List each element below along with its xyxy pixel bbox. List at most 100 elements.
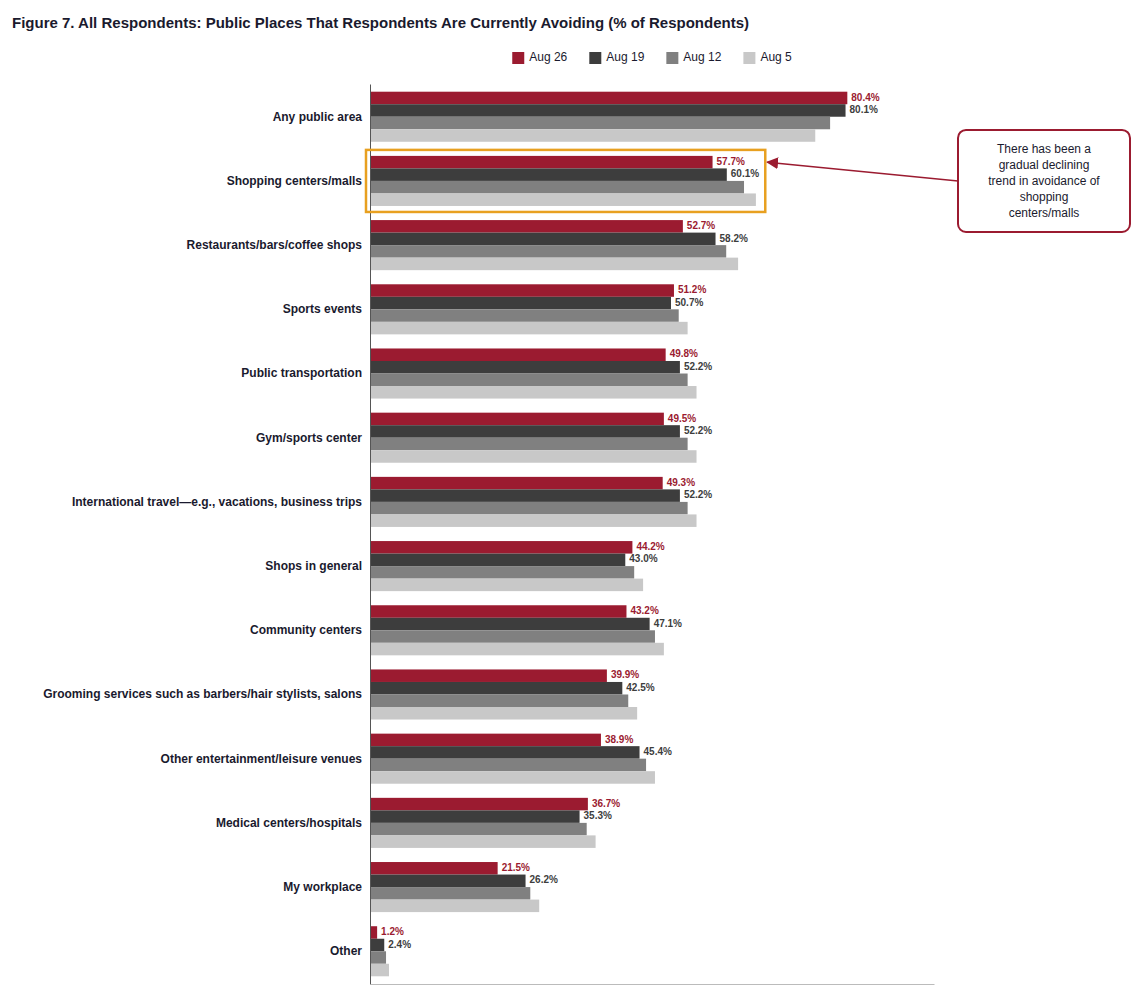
bar	[370, 322, 688, 335]
callout-text-line: There has been a	[997, 142, 1091, 156]
data-label: 26.2%	[530, 874, 558, 885]
bar	[370, 284, 674, 297]
bar	[370, 514, 697, 527]
y-axis: Any public area Shopping centers/malls Res…	[43, 85, 370, 985]
bar	[370, 386, 697, 399]
data-label: 52.2%	[684, 489, 712, 500]
x-axis-line	[371, 984, 935, 985]
bar	[370, 939, 384, 952]
y-tick-label: Public transportation	[241, 366, 362, 380]
bar	[370, 643, 664, 656]
bar	[370, 220, 683, 233]
y-tick: Public transportation	[241, 366, 370, 380]
bar	[370, 618, 650, 631]
y-tick: Shops in general	[265, 559, 370, 573]
bar	[370, 168, 727, 181]
bar	[370, 374, 688, 387]
bars	[370, 92, 847, 977]
data-label: 39.9%	[611, 669, 639, 680]
bar	[370, 771, 655, 784]
bar	[370, 798, 588, 811]
data-label: 49.3%	[667, 477, 695, 488]
y-tick-label: Community centers	[250, 623, 362, 637]
y-axis-line	[370, 85, 371, 985]
legend-label: Aug 5	[760, 50, 792, 64]
y-tick-label: Shopping centers/malls	[227, 174, 363, 188]
bar	[370, 862, 498, 875]
bar	[370, 92, 847, 105]
legend-swatch	[666, 52, 678, 64]
legend-item: Aug 12	[666, 50, 721, 64]
callout-text: There has been agradual decliningtrend i…	[988, 142, 1100, 220]
bar	[370, 810, 580, 823]
data-label: 43.0%	[629, 553, 657, 564]
legend-swatch	[512, 52, 524, 64]
y-tick-label: Any public area	[273, 110, 363, 124]
legend: Aug 26Aug 19Aug 12Aug 5	[512, 50, 792, 64]
y-tick: My workplace	[283, 880, 370, 894]
bar	[370, 554, 625, 567]
bar	[370, 129, 815, 142]
bar	[370, 734, 601, 747]
data-label: 47.1%	[654, 618, 682, 629]
data-label: 1.2%	[381, 926, 404, 937]
y-tick-label: My workplace	[283, 880, 362, 894]
bar	[370, 605, 626, 618]
y-tick: Gym/sports center	[256, 431, 370, 445]
bar	[370, 759, 646, 772]
bar	[370, 541, 632, 554]
legend-item: Aug 5	[743, 50, 792, 64]
data-label: 21.5%	[502, 862, 530, 873]
data-label: 42.5%	[626, 682, 654, 693]
bar	[370, 361, 680, 374]
data-label: 45.4%	[644, 746, 672, 757]
bar	[370, 682, 622, 695]
callout-arrow	[767, 162, 958, 181]
y-tick-label: Grooming services such as barbers/hair s…	[43, 687, 362, 701]
y-tick-label: Shops in general	[265, 559, 362, 573]
bar	[370, 117, 830, 130]
data-label: 2.4%	[388, 939, 411, 950]
bar	[370, 964, 389, 977]
y-tick: Other entertainment/leisure venues	[161, 752, 370, 766]
data-label: 58.2%	[720, 233, 748, 244]
bar	[370, 309, 679, 322]
data-label: 57.7%	[717, 156, 745, 167]
y-tick: International travel—e.g., vacations, bu…	[72, 495, 370, 509]
bar	[370, 746, 640, 759]
y-tick: Sports events	[283, 302, 370, 316]
data-label: 80.1%	[850, 104, 878, 115]
data-label: 36.7%	[592, 798, 620, 809]
y-tick-label: Medical centers/hospitals	[216, 816, 362, 830]
data-label: 38.9%	[605, 734, 633, 745]
data-label: 80.4%	[851, 92, 879, 103]
callout-box	[958, 130, 1130, 232]
bar	[370, 438, 688, 451]
plot-area: 80.4%57.7%52.7%51.2%49.8%49.5%49.3%44.2%…	[43, 85, 934, 985]
bar	[370, 694, 628, 707]
data-labels: 80.4%57.7%52.7%51.2%49.8%49.5%49.3%44.2%…	[381, 92, 880, 950]
data-label: 49.5%	[668, 413, 696, 424]
bar	[370, 630, 655, 643]
bar	[370, 875, 526, 888]
data-label: 52.2%	[684, 425, 712, 436]
bar	[370, 669, 607, 682]
legend-swatch	[743, 52, 755, 64]
data-label: 35.3%	[584, 810, 612, 821]
y-tick: Medical centers/hospitals	[216, 816, 370, 830]
data-label: 49.8%	[670, 348, 698, 359]
bar-series	[370, 92, 847, 939]
bar	[370, 245, 726, 258]
bar-series	[370, 117, 830, 964]
y-tick: Restaurants/bars/coffee shops	[187, 238, 370, 252]
bar	[370, 297, 671, 310]
callout-text-line: shopping	[1020, 190, 1069, 204]
bar	[370, 835, 596, 848]
y-tick: Shopping centers/malls	[227, 174, 370, 188]
bar	[370, 348, 666, 361]
bar	[370, 489, 680, 502]
y-tick: Other	[330, 944, 370, 958]
title: Figure 7. All Respondents: Public Places…	[12, 14, 749, 31]
data-label: 60.1%	[731, 168, 759, 179]
data-label: 43.2%	[630, 605, 658, 616]
